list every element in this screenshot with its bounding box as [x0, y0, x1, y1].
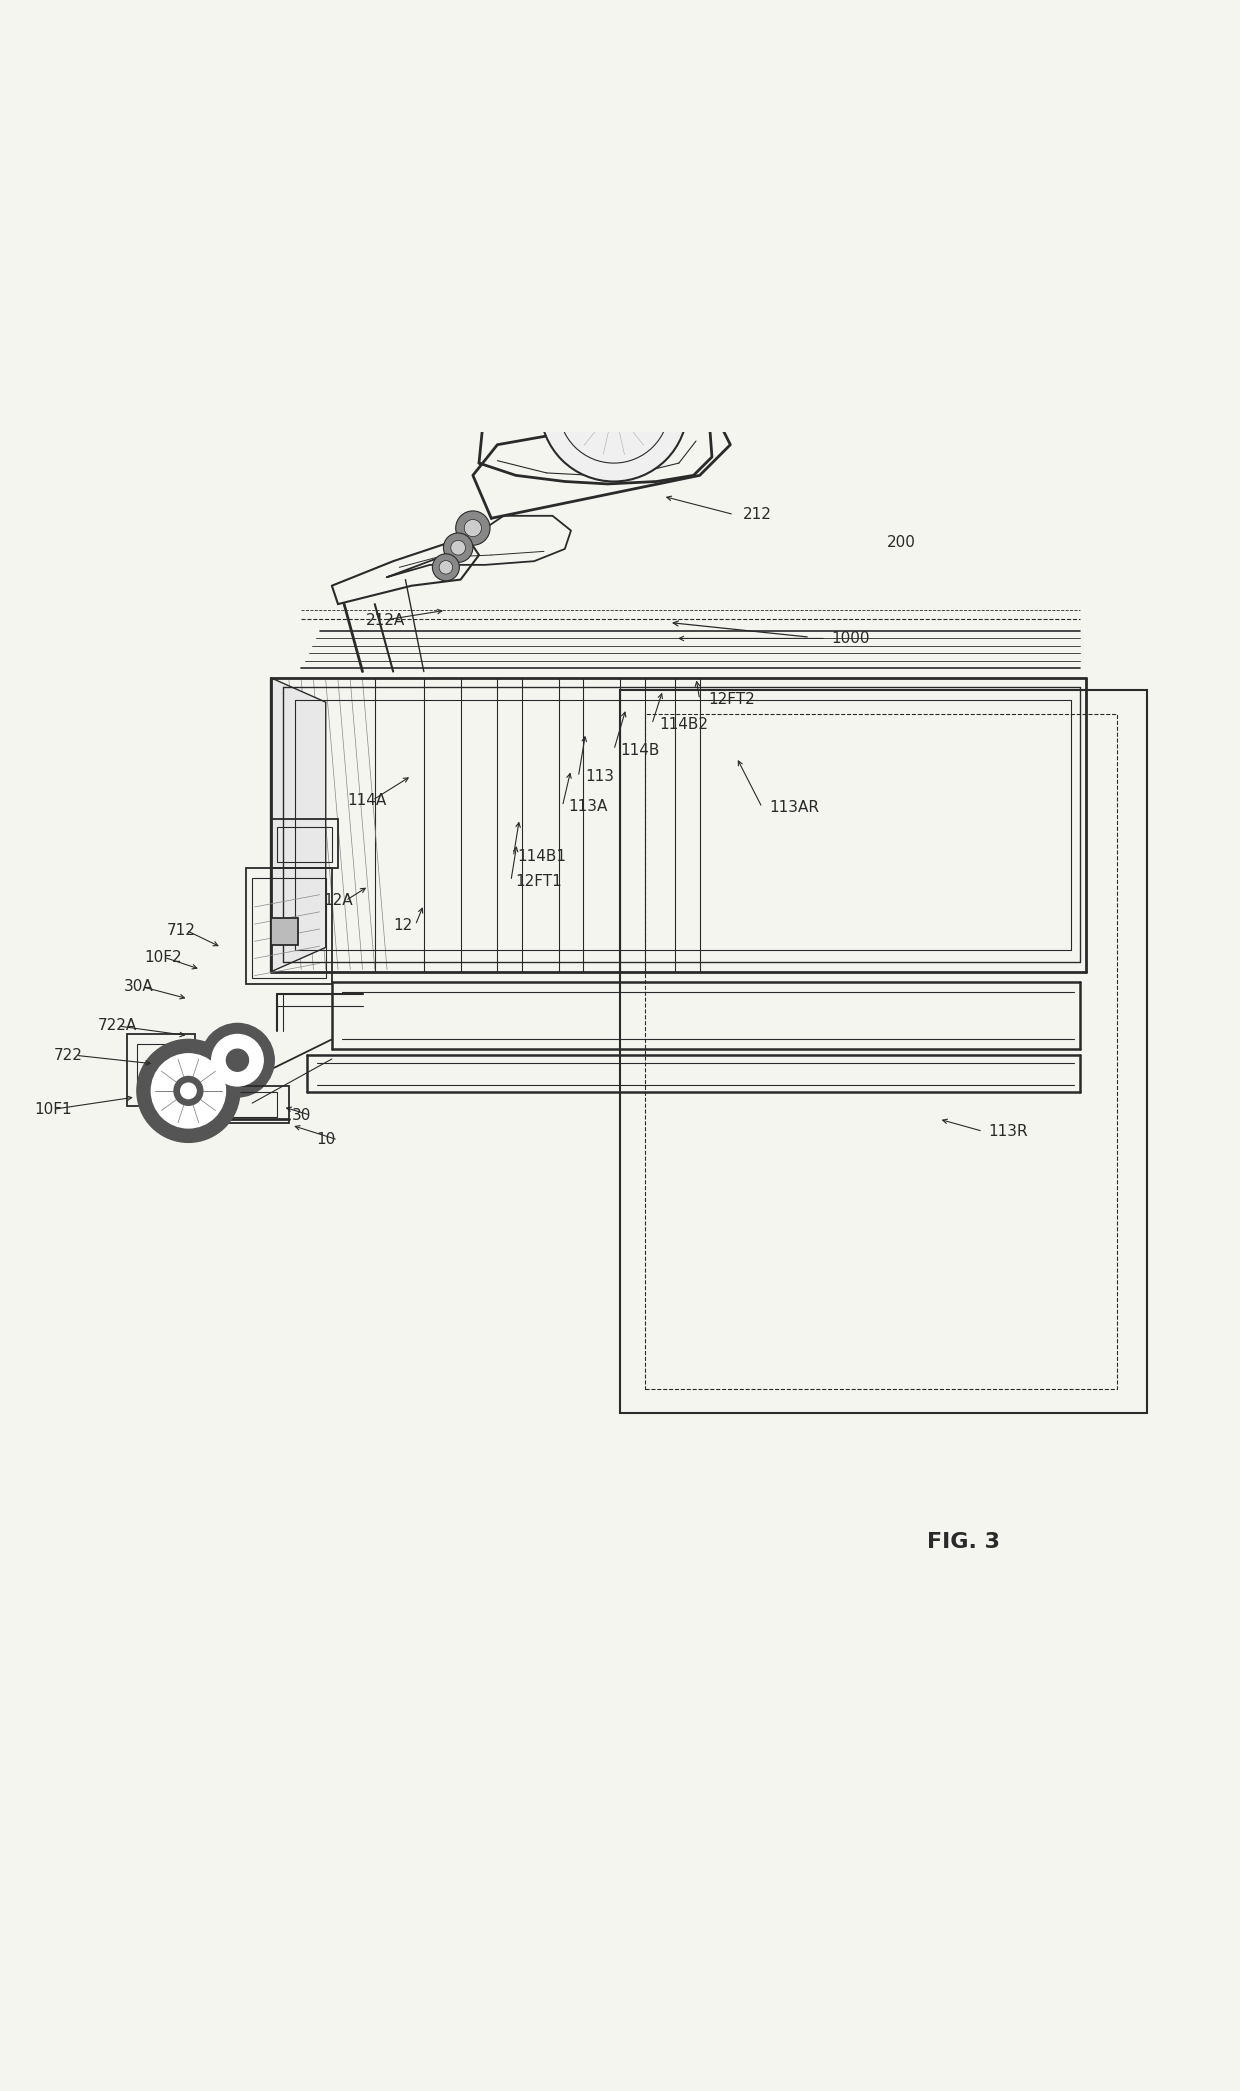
Circle shape	[451, 539, 465, 554]
Text: 12A: 12A	[324, 893, 353, 907]
Bar	[246, 868, 332, 985]
Text: 212: 212	[743, 508, 771, 523]
Circle shape	[174, 1077, 203, 1106]
Circle shape	[181, 1083, 196, 1098]
Text: 12FT1: 12FT1	[516, 874, 563, 889]
Bar	[277, 828, 332, 861]
Text: 30A: 30A	[124, 979, 154, 993]
Circle shape	[464, 519, 481, 537]
Bar	[197, 1085, 289, 1123]
Text: 722A: 722A	[98, 1018, 136, 1033]
Bar	[620, 690, 1147, 1414]
Circle shape	[212, 1035, 263, 1085]
Polygon shape	[270, 677, 326, 972]
Text: 1000: 1000	[831, 631, 869, 646]
Circle shape	[227, 1050, 248, 1071]
Text: 113R: 113R	[988, 1123, 1028, 1140]
Text: 200: 200	[888, 535, 916, 550]
Text: 12: 12	[393, 918, 413, 933]
Text: 113A: 113A	[568, 799, 608, 813]
Bar	[270, 918, 298, 945]
Bar	[270, 820, 339, 868]
Bar	[136, 1043, 184, 1096]
Bar	[203, 1092, 277, 1117]
Text: 712: 712	[166, 922, 195, 937]
Circle shape	[433, 554, 459, 581]
Text: 114B2: 114B2	[660, 717, 708, 732]
Text: 10: 10	[316, 1133, 335, 1148]
Circle shape	[151, 1054, 226, 1127]
Circle shape	[439, 560, 453, 575]
Text: 114A: 114A	[347, 792, 387, 807]
Bar	[252, 878, 326, 979]
Bar	[128, 1035, 195, 1106]
Circle shape	[136, 1039, 239, 1142]
Text: 113: 113	[585, 769, 615, 784]
Text: 114B1: 114B1	[517, 849, 565, 864]
Text: 113AR: 113AR	[770, 801, 820, 815]
Circle shape	[456, 510, 490, 546]
Bar	[645, 715, 1116, 1388]
Text: 114B: 114B	[620, 742, 660, 757]
Circle shape	[444, 533, 472, 562]
Text: 30: 30	[291, 1108, 311, 1123]
Text: FIG. 3: FIG. 3	[926, 1533, 999, 1552]
Circle shape	[201, 1022, 274, 1098]
Circle shape	[541, 335, 687, 481]
Text: 12FT2: 12FT2	[708, 692, 755, 707]
Text: 722: 722	[53, 1048, 82, 1062]
Text: 10F2: 10F2	[144, 949, 182, 964]
Text: 212A: 212A	[366, 613, 405, 627]
Text: 10F1: 10F1	[33, 1102, 72, 1117]
